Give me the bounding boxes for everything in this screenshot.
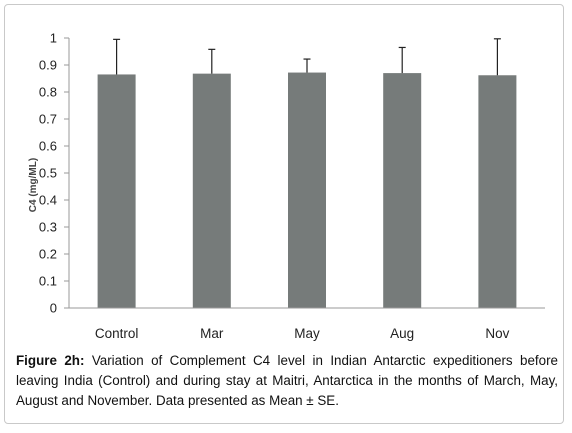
figure-frame: [4, 4, 564, 424]
error-bars: [113, 38, 501, 76]
x-tick-label: Aug: [390, 326, 414, 341]
y-tick-label: 0.7: [39, 112, 57, 127]
y-tick-label: 0.9: [39, 58, 57, 73]
y-axis-ticks: 0 0.1 0.2 0.3 0.4 0.5 0.6 0.7 0.8 0.9 1: [39, 31, 69, 316]
y-tick-label: 0.8: [39, 85, 57, 100]
y-tick-label: 0.5: [39, 166, 57, 181]
bar-nov: [478, 75, 517, 308]
y-tick-label: 0.6: [39, 139, 57, 154]
bar-control: [97, 74, 136, 308]
x-axis-labels: Control Mar May Aug Nov: [95, 326, 510, 341]
bars: [97, 72, 517, 308]
y-tick-label: 0: [50, 301, 57, 316]
bar-aug: [383, 73, 422, 308]
bar-may: [288, 72, 326, 308]
x-tick-label: Nov: [485, 326, 509, 341]
bar-chart: 0 0.1 0.2 0.3 0.4 0.5 0.6 0.7 0.8 0.9 1 Control Mar…: [28, 31, 545, 341]
caption-label: Figure 2h:: [16, 353, 85, 368]
x-tick-label: Control: [95, 326, 139, 341]
y-tick-label: 1: [50, 31, 57, 46]
figure-caption: Figure 2h: Variation of Complement C4 le…: [16, 351, 558, 411]
bar-mar: [192, 73, 231, 308]
y-axis-label: C4 (mg/ML): [28, 158, 39, 212]
y-tick-label: 0.1: [39, 274, 57, 289]
y-tick-label: 0.4: [39, 193, 57, 208]
y-tick-label: 0.2: [39, 247, 57, 262]
caption-text: Variation of Complement C4 level in Indi…: [16, 353, 558, 408]
x-tick-label: May: [294, 326, 320, 341]
y-tick-label: 0.3: [39, 220, 57, 235]
x-tick-label: Mar: [200, 326, 224, 341]
